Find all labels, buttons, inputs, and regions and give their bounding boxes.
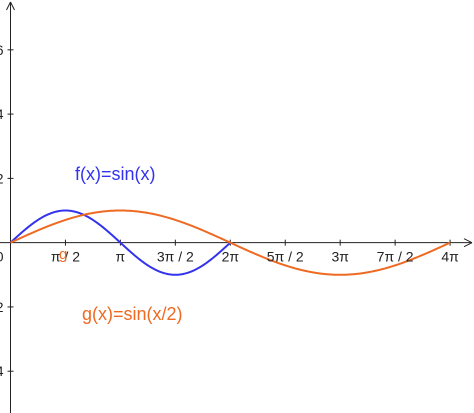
y-axis-arrow <box>6 1 15 11</box>
function-label-g[interactable]: g(x)=sin(x/2) <box>82 304 183 324</box>
y-tick-label: 4 <box>0 106 4 122</box>
x-tick-label: 2π <box>222 249 240 265</box>
x-tick-label: π / 2 <box>51 249 80 265</box>
x-tick-label: 3π <box>331 249 349 265</box>
y-tick-label: −2 <box>0 299 4 315</box>
tick-labels: π / 2 π 3π / 2 2π 5π / 2 3π 7π / 2 4π 6 4 2 −2 −4 0 <box>0 42 459 379</box>
origin-label: 0 <box>0 249 4 265</box>
x-tick-label: 5π / 2 <box>267 249 304 265</box>
curves <box>9 209 451 276</box>
x-axis-arrow <box>463 238 473 248</box>
y-tick-label: −4 <box>0 363 4 379</box>
x-tick-label: 3π / 2 <box>157 249 194 265</box>
x-tick-label: π <box>116 249 126 265</box>
x-tick-label: 4π <box>441 249 459 265</box>
y-tick-label: 2 <box>0 170 4 186</box>
series-line-sinx[interactable] <box>9 209 231 276</box>
function-label-f[interactable]: f(x)=sin(x) <box>75 164 156 184</box>
y-tick-label: 6 <box>0 42 4 58</box>
curve-name-label-g: g <box>59 246 67 263</box>
series-line-sinx2[interactable] <box>10 209 451 276</box>
x-tick-label: 7π / 2 <box>377 249 414 265</box>
